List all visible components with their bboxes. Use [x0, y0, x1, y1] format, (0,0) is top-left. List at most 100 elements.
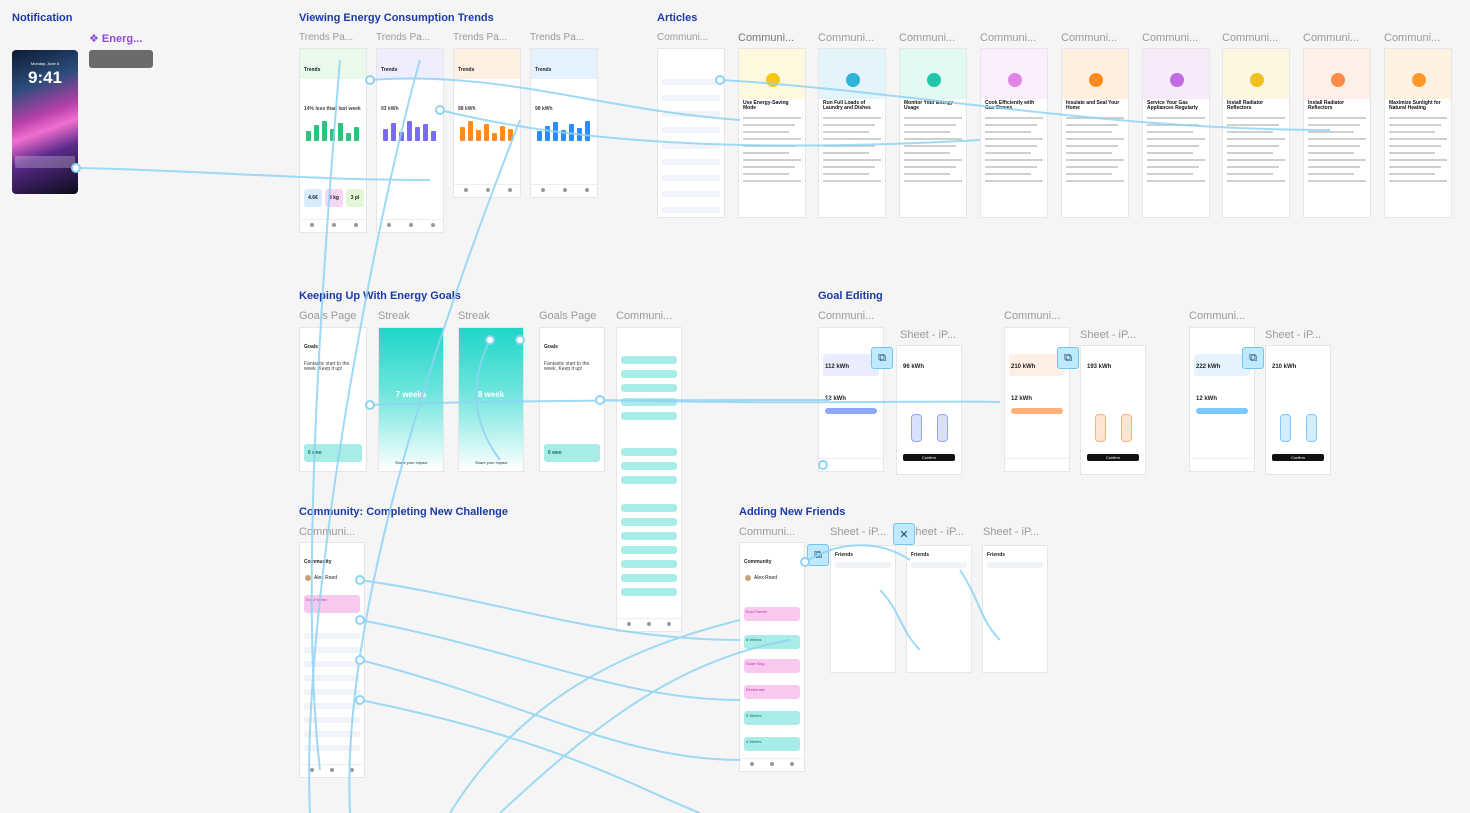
list-item[interactable]	[304, 647, 360, 653]
component-label-energy[interactable]: ❖ Energ...	[89, 33, 143, 45]
tab-bar[interactable]	[377, 219, 443, 232]
article-screen[interactable]: Service Your Gas Appliances Regularly	[1142, 48, 1210, 218]
share-impact[interactable]: Share your impact	[475, 460, 508, 465]
article-screen[interactable]: Install Radiator Reflectors	[1222, 48, 1290, 218]
list-item[interactable]	[621, 504, 677, 512]
goals-screen-1[interactable]: Goals Fantastic start to the week. Keep …	[299, 327, 367, 472]
close-icon[interactable]: ✕	[893, 523, 915, 545]
article-screen[interactable]: Insulate and Seal Your Home	[1061, 48, 1129, 218]
trends-screen-1[interactable]: Trends 14% less than last week 4.6€ 3 kg…	[299, 48, 367, 233]
challenge-card[interactable]: 4 Weeks	[744, 737, 800, 751]
list-item[interactable]	[662, 95, 720, 101]
tab-bar[interactable]	[819, 458, 883, 471]
overlay-icon[interactable]: ⧉	[871, 347, 893, 369]
lockscreen-notification[interactable]	[15, 156, 75, 168]
friends-search-input[interactable]	[835, 562, 891, 568]
list-item[interactable]	[662, 159, 720, 165]
overlay-icon[interactable]: ⧉	[807, 544, 829, 566]
stat-tile-plants[interactable]: 3 pl	[346, 189, 364, 207]
list-item[interactable]	[621, 412, 677, 420]
list-item[interactable]	[662, 127, 720, 133]
list-item[interactable]	[621, 384, 677, 392]
trends-screen-3[interactable]: Trends 98 kWh	[453, 48, 521, 198]
confirm-button[interactable]: Confirm	[1087, 454, 1139, 461]
tab-bar[interactable]	[617, 618, 681, 631]
challenge-badge[interactable]: Eco-Farmer	[304, 595, 360, 613]
goal-tube[interactable]	[1306, 414, 1317, 442]
list-item[interactable]	[621, 356, 677, 364]
article-screen[interactable]: Use Energy-Saving Mode	[738, 48, 806, 218]
goal-target-card[interactable]	[1194, 354, 1250, 376]
streak-screen-1[interactable]: 7 weeks Share your impact	[378, 327, 444, 472]
friends-sheet-1[interactable]: Friends	[830, 545, 896, 673]
overlay-icon[interactable]: ⧉	[1057, 347, 1079, 369]
list-item[interactable]	[621, 588, 677, 596]
list-item[interactable]	[662, 207, 720, 213]
list-item[interactable]	[621, 398, 677, 406]
list-item[interactable]	[304, 675, 360, 681]
list-item[interactable]	[662, 175, 720, 181]
streak-pill[interactable]: 6 wee	[304, 444, 362, 462]
challenge-card[interactable]: Firebender	[744, 685, 800, 699]
share-impact[interactable]: Share your impact	[395, 460, 428, 465]
article-screen[interactable]: Install Radiator Reflectors	[1303, 48, 1371, 218]
challenge-card[interactable]: 5 Weeks	[744, 711, 800, 725]
goal-edit-sheet[interactable]: 193 kWh Confirm	[1080, 345, 1146, 475]
list-item[interactable]	[304, 717, 360, 723]
list-item[interactable]	[662, 79, 720, 85]
list-item[interactable]	[304, 689, 360, 695]
article-screen[interactable]: Run Full Loads of Laundry and Dishes	[818, 48, 886, 218]
tab-bar[interactable]	[740, 758, 804, 771]
articles-list-screen[interactable]	[657, 48, 725, 218]
stat-tile-money[interactable]: 4.6€	[304, 189, 322, 207]
trends-screen-2[interactable]: Trends 93 kWh	[376, 48, 444, 233]
article-screen[interactable]: Monitor Your Energy Usage	[899, 48, 967, 218]
list-item[interactable]	[304, 745, 360, 751]
trends-screen-4[interactable]: Trends 98 kWh	[530, 48, 598, 198]
lockscreen-frame[interactable]: Monday, June 6 9:41	[12, 50, 78, 194]
list-item[interactable]	[621, 370, 677, 378]
goal-edit-sheet[interactable]: 96 kWh Confirm	[896, 345, 962, 475]
goal-tube[interactable]	[1095, 414, 1106, 442]
tab-bar[interactable]	[1005, 458, 1069, 471]
friends-search-input[interactable]	[911, 562, 967, 568]
list-item[interactable]	[621, 462, 677, 470]
goal-tube[interactable]	[911, 414, 922, 442]
streak-pill[interactable]: 6 wee	[544, 444, 600, 462]
tab-bar[interactable]	[454, 184, 520, 197]
overlay-icon[interactable]: ⧉	[1242, 347, 1264, 369]
list-item[interactable]	[621, 476, 677, 484]
tab-bar[interactable]	[1190, 458, 1254, 471]
friends-community-screen[interactable]: Community Alex Reed Eco-Farmer 8 Weeks S…	[739, 542, 805, 772]
article-screen[interactable]: Cook Efficiently with Gas Stoves	[980, 48, 1048, 218]
community-screen[interactable]: Community Alex Reed Eco-Farmer	[299, 542, 365, 778]
tab-bar[interactable]	[531, 184, 597, 197]
confirm-button[interactable]: Confirm	[903, 454, 955, 461]
notification-card[interactable]	[89, 50, 153, 68]
list-item[interactable]	[621, 518, 677, 526]
goal-tube[interactable]	[937, 414, 948, 442]
challenge-card[interactable]: 8 Weeks	[744, 635, 800, 649]
challenge-card[interactable]: Solar King	[744, 659, 800, 673]
list-item[interactable]	[304, 703, 360, 709]
friends-search-input[interactable]	[987, 562, 1043, 568]
list-item[interactable]	[621, 532, 677, 540]
friends-sheet-2[interactable]: Friends	[906, 545, 972, 673]
list-item[interactable]	[304, 731, 360, 737]
list-item[interactable]	[621, 546, 677, 554]
goal-edit-sheet[interactable]: 210 kWh Confirm	[1265, 345, 1331, 475]
list-item[interactable]	[662, 143, 720, 149]
list-item[interactable]	[621, 560, 677, 568]
confirm-button[interactable]: Confirm	[1272, 454, 1324, 461]
tab-bar[interactable]	[300, 219, 366, 232]
community-list-screen[interactable]	[616, 327, 682, 632]
goal-tube[interactable]	[1121, 414, 1132, 442]
stat-tile-co2[interactable]: 3 kg	[325, 189, 343, 207]
goals-screen-2[interactable]: Goals Fantastic start to the week. Keep …	[539, 327, 605, 472]
goal-target-card[interactable]	[823, 354, 879, 376]
goal-tube[interactable]	[1280, 414, 1291, 442]
challenge-card[interactable]: Eco-Farmer	[744, 607, 800, 621]
streak-screen-2[interactable]: 8 week Share your impact	[458, 327, 524, 472]
list-item[interactable]	[662, 111, 720, 117]
list-item[interactable]	[621, 448, 677, 456]
